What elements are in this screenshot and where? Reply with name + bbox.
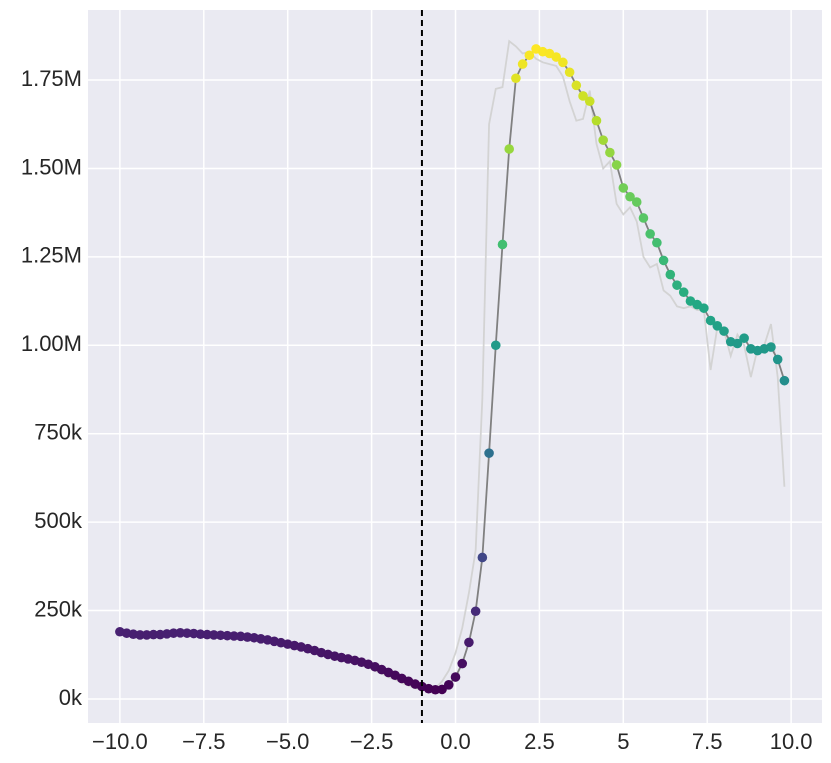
data-point (665, 269, 676, 280)
data-point (672, 280, 682, 290)
y-tick-label: 1.25M (21, 243, 82, 268)
y-tick-label: 1.75M (21, 66, 82, 91)
data-point (638, 213, 649, 223)
y-tick-label: 1.00M (21, 331, 82, 356)
data-point (625, 191, 635, 202)
y-tick-label: 1.50M (21, 154, 82, 179)
data-point (678, 287, 689, 298)
data-point (605, 147, 615, 158)
x-tick-label: 7.5 (692, 729, 723, 754)
data-point (584, 96, 595, 107)
data-point (524, 50, 535, 61)
data-point (477, 552, 488, 563)
data-point (558, 57, 568, 68)
data-point (490, 340, 501, 351)
data-point (772, 354, 783, 365)
data-point (497, 239, 508, 250)
y-tick-label: 500k (34, 508, 83, 533)
data-point (705, 315, 716, 326)
data-point (504, 144, 515, 154)
data-point (450, 672, 461, 682)
data-point (578, 91, 588, 101)
x-tick-label: −10.0 (92, 729, 148, 754)
data-point (484, 448, 494, 458)
data-point (443, 680, 454, 690)
data-point (779, 375, 790, 386)
x-tick-label: −2.5 (350, 729, 393, 754)
data-point (739, 333, 749, 344)
y-tick-label: 250k (34, 596, 83, 621)
data-point (658, 255, 669, 266)
data-point (437, 684, 447, 695)
data-point (712, 321, 723, 331)
data-point (631, 197, 642, 207)
data-point (652, 237, 662, 248)
data-point (591, 115, 602, 126)
data-point (564, 67, 575, 78)
x-tick-label: −7.5 (182, 729, 225, 754)
x-tick-label: 5 (617, 729, 629, 754)
data-point (598, 135, 608, 145)
data-point (551, 52, 561, 62)
data-point (470, 606, 481, 617)
data-point (464, 637, 474, 648)
data-point (699, 303, 709, 313)
data-point (135, 630, 145, 640)
x-tick-label: 10.0 (770, 729, 813, 754)
data-point (618, 183, 629, 193)
data-point (511, 73, 521, 84)
data-point (571, 80, 582, 91)
data-point (719, 326, 729, 336)
x-tick-label: 0.0 (440, 729, 471, 754)
x-tick-label: −5.0 (266, 729, 309, 754)
y-tick-label: 750k (34, 420, 83, 445)
data-point (611, 160, 622, 170)
data-point (457, 658, 468, 669)
data-point (148, 629, 159, 640)
data-point (645, 229, 655, 239)
x-tick-label: 2.5 (524, 729, 555, 754)
y-tick-label: 0k (59, 685, 83, 710)
data-point (732, 338, 743, 349)
data-point (766, 342, 776, 352)
data-point (517, 59, 528, 69)
